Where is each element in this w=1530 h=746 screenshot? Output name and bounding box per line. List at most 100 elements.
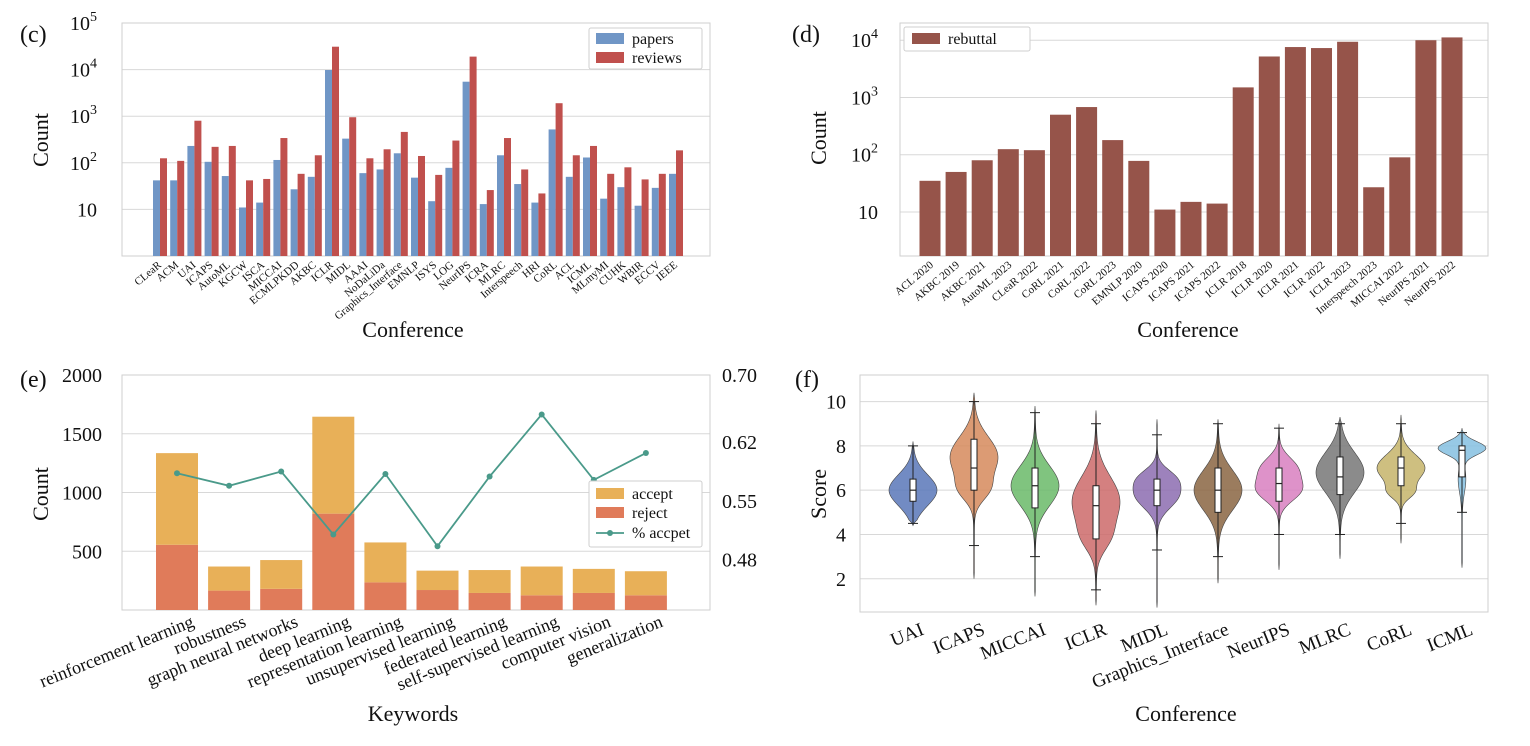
bar-reviews — [400, 131, 408, 256]
bar-reject — [520, 595, 563, 610]
bar-reviews — [177, 160, 185, 256]
bar-papers — [376, 169, 384, 256]
bar-rebuttal — [1337, 41, 1359, 256]
bar-rebuttal — [1076, 107, 1098, 256]
bar-rebuttal — [1363, 187, 1385, 256]
xtick-label-f: MLRC — [1296, 619, 1354, 659]
bar-papers — [462, 81, 470, 256]
bar-reject — [468, 592, 511, 610]
iqr-box-MICCAI — [1031, 467, 1039, 509]
legend-swatch-reviews — [596, 52, 624, 63]
bar-papers — [634, 205, 642, 256]
xlabel-e: Keywords — [368, 701, 458, 726]
iqr-box-ICLR — [1092, 485, 1100, 540]
bar-rebuttal — [1415, 40, 1437, 256]
chart-e: (e) Count Keywords 500 1000 1500 2000 0.48 0.… — [20, 365, 757, 726]
point-pct-accept — [538, 411, 545, 418]
bar-papers — [273, 159, 281, 256]
bar-reviews — [366, 158, 374, 256]
ytick-label-d: 104 — [851, 27, 878, 52]
bar-rebuttal — [1128, 160, 1150, 256]
bar-reviews — [246, 180, 253, 256]
bar-reject — [260, 588, 303, 610]
bar-reject — [156, 544, 198, 610]
ytick-label-c: 103 — [70, 103, 97, 128]
ylabel-e: Count — [28, 467, 53, 521]
bar-reviews — [521, 169, 529, 256]
bar-accept — [624, 571, 667, 596]
bar-reviews — [538, 193, 546, 256]
bar-accept — [312, 416, 355, 514]
bar-papers — [342, 138, 350, 256]
bar-reject — [416, 590, 459, 610]
bar-reviews — [641, 179, 649, 256]
bar-reviews — [314, 155, 322, 256]
bar-papers — [221, 176, 229, 256]
bar-papers — [359, 173, 367, 256]
ytick-label-e: 1000 — [62, 483, 102, 505]
y2tick-label-e: 0.48 — [722, 550, 757, 572]
plot-frame-e — [121, 374, 711, 611]
bar-papers — [497, 155, 504, 256]
bar-papers — [170, 180, 178, 256]
bar-accept — [572, 568, 615, 593]
ytick-label-f: 6 — [836, 480, 846, 502]
legend-d: rebuttal — [903, 26, 1031, 52]
chart-f: (f) Score Conference 2 4 6 8 10 UAI ICAPSMICCA… — [795, 367, 1489, 726]
legend-label-pct: % accpet — [632, 525, 691, 542]
point-pct-accept — [434, 543, 441, 550]
legend-label-reviews: reviews — [632, 50, 682, 67]
bar-rebuttal — [997, 149, 1019, 256]
point-pct-accept — [382, 471, 389, 478]
bar-papers — [393, 153, 401, 256]
bar-reviews — [504, 138, 511, 256]
bar-papers — [411, 177, 418, 256]
bar-rebuttal — [1206, 203, 1228, 256]
xlabel-f: Conference — [1135, 701, 1236, 726]
bar-rebuttal — [1389, 157, 1411, 256]
point-pct-accept — [174, 470, 180, 477]
ytick-label-d: 10 — [858, 202, 878, 224]
ytick-label-c: 104 — [70, 57, 97, 82]
iqr-box-MIDL — [1153, 478, 1161, 507]
bar-rebuttal — [1311, 48, 1332, 256]
xtick-label-f: ICLR — [1062, 619, 1110, 655]
ylabel-f: Score — [806, 469, 831, 519]
xtick-label-f: ICML — [1424, 619, 1476, 656]
legend-swatch-accept — [596, 488, 624, 499]
panel-label-f: (f) — [795, 367, 819, 393]
bar-reviews — [280, 138, 288, 256]
bar-papers — [548, 129, 556, 256]
bar-papers — [204, 161, 212, 256]
bar-reviews — [349, 117, 357, 256]
ytick-label-d: 103 — [851, 84, 878, 109]
bar-reviews — [590, 145, 597, 256]
bar-accept — [208, 566, 251, 591]
point-pct-accept — [486, 473, 493, 480]
bar-reviews — [297, 173, 305, 256]
bar-rebuttal — [1102, 140, 1124, 256]
bar-rebuttal — [971, 160, 993, 256]
bar-papers — [325, 70, 332, 256]
bar-reviews — [383, 149, 391, 256]
ytick-label-e: 2000 — [62, 365, 102, 387]
bar-accept — [156, 453, 198, 545]
legend-marker-pct — [607, 530, 613, 536]
bar-papers — [239, 207, 246, 256]
ytick-label-c: 102 — [70, 150, 97, 175]
ytick-label-e: 1500 — [62, 424, 102, 446]
panel-label-d: (d) — [792, 22, 820, 48]
iqr-box-CoRL — [1397, 456, 1405, 487]
bar-accept — [364, 542, 407, 583]
ytick-label-f: 4 — [836, 524, 846, 546]
bar-papers — [307, 176, 315, 256]
bar-reviews — [555, 103, 563, 256]
legend-c: papers reviews — [588, 27, 703, 70]
bar-reviews — [263, 178, 271, 256]
point-pct-accept — [330, 531, 337, 538]
bar-papers — [256, 202, 264, 256]
legend-e: accept reject % accpet — [588, 480, 703, 548]
line-pct-accept — [176, 413, 647, 548]
legend-swatch-rebuttal — [912, 33, 940, 44]
